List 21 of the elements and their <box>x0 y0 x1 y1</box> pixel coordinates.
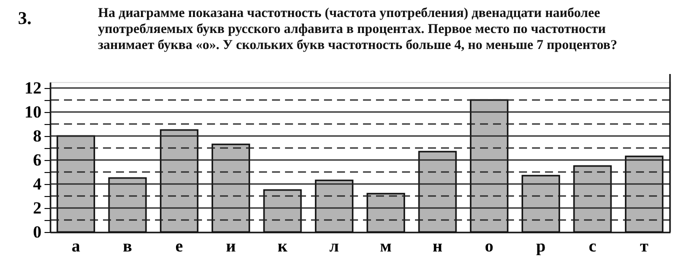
chart-title: На диаграмме показана частотность (частота употребления) двенадцати наиболее употребляемых букв русского алфавита в процентах. Первое место по частотности занимает буква «о». У скольких букв частотность больше 4, но меньше 7 процентов? <box>98 5 618 52</box>
text: 3. <box>18 8 32 28</box>
y-tick-label: 8 <box>33 126 42 146</box>
x-tick-label: в <box>122 236 132 256</box>
x-tick-label: с <box>588 236 597 256</box>
y-tick-label: 2 <box>33 198 42 218</box>
x-tick-label: е <box>175 236 184 256</box>
x-tick-label: л <box>329 236 340 256</box>
x-tick-label: а <box>72 236 81 256</box>
y-tick-label: 10 <box>24 102 42 122</box>
y-tick-label: 12 <box>24 78 42 98</box>
x-tick-label: т <box>640 236 649 256</box>
x-tick-label: к <box>278 236 288 256</box>
y-tick-label: 0 <box>33 222 42 242</box>
y-tick-label: 4 <box>33 174 42 194</box>
y-tick-label: 6 <box>33 150 42 170</box>
x-tick-label: и <box>226 236 236 256</box>
x-tick-label: о <box>484 236 494 256</box>
x-tick-label: м <box>380 236 392 256</box>
x-tick-label: р <box>536 236 546 256</box>
x-tick-label: н <box>432 236 443 256</box>
